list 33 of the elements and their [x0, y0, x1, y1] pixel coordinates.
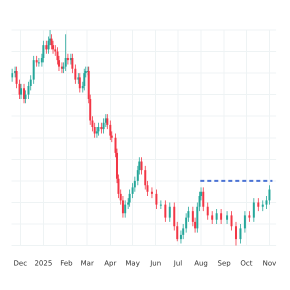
candlestick [45, 40, 48, 54]
candlestick [150, 186, 153, 199]
candlestick [96, 126, 98, 138]
candlestick [20, 84, 22, 100]
candlestick [202, 186, 204, 212]
candlestick [140, 156, 143, 175]
candlestick [109, 120, 112, 140]
candlestick [206, 202, 209, 220]
candlestick [66, 53, 69, 65]
candlestick [38, 58, 40, 68]
candlestick [160, 200, 162, 210]
candlestick [248, 210, 250, 222]
candlestick [239, 224, 242, 244]
candlestick [262, 200, 264, 212]
candlestick [164, 200, 166, 222]
candlestick [155, 189, 158, 210]
candlestick [216, 208, 218, 224]
candlestick [244, 210, 246, 234]
candlestick [220, 208, 222, 224]
candlestick [230, 210, 233, 231]
candlestick [257, 198, 260, 212]
candlestick [268, 184, 270, 206]
candlestick [100, 122, 102, 134]
candlestick [124, 200, 126, 218]
candlestick [226, 210, 228, 224]
candlestick [234, 221, 237, 246]
candlestick [211, 210, 214, 224]
candlestick [252, 198, 255, 222]
candlestick [11, 68, 14, 82]
candlestick [64, 34, 67, 72]
candlestick [168, 202, 171, 222]
candlestick [102, 118, 105, 134]
candlestick [36, 55, 38, 68]
